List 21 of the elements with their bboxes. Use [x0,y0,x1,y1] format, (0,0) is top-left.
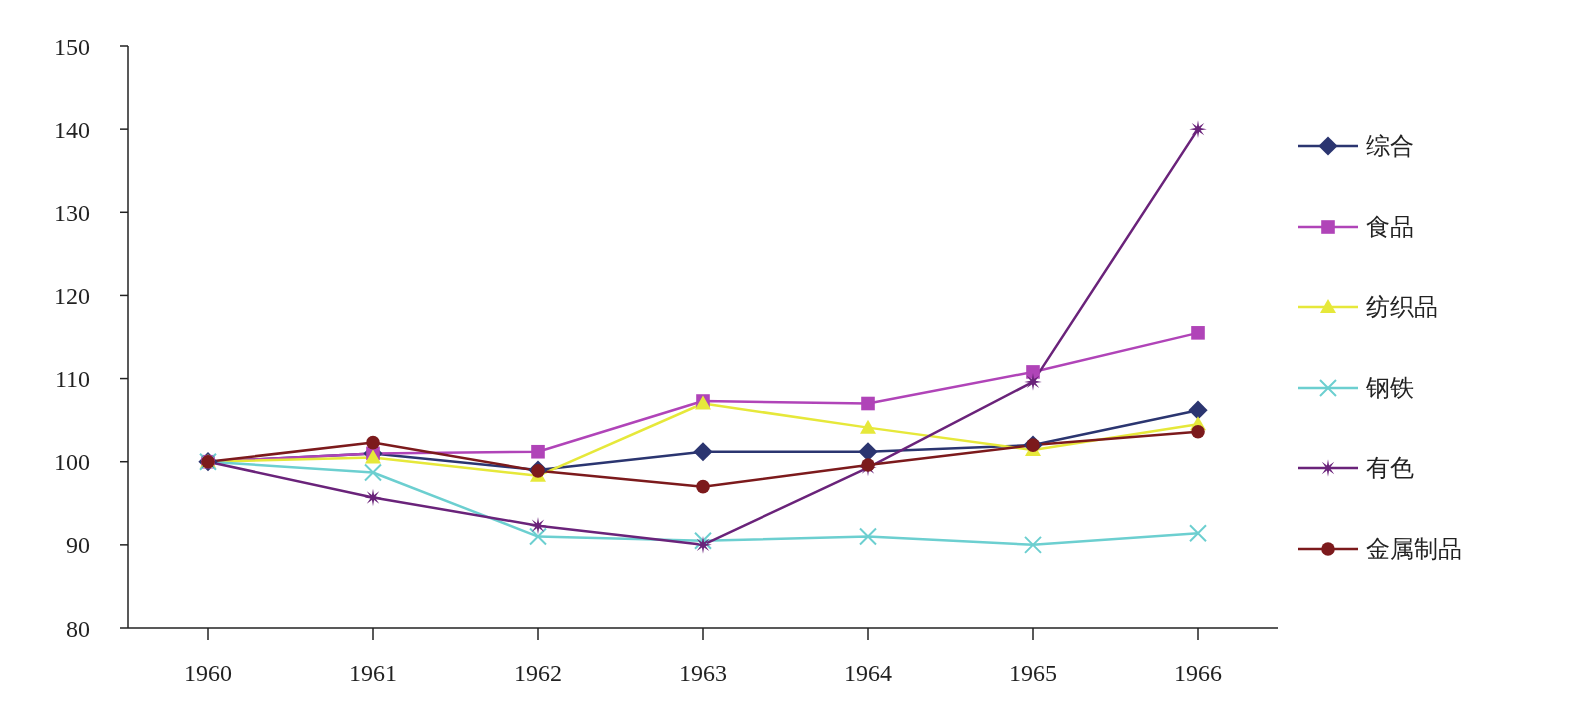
x-tick-label: 1963 [679,660,727,687]
y-tick-label: 130 [54,199,90,226]
legend-label: 食品 [1366,211,1414,243]
y-tick-label: 120 [54,282,90,309]
x-tick-label: 1966 [1174,660,1222,687]
y-tick-label: 150 [54,33,90,60]
x-tick-label: 1964 [844,660,892,687]
y-tick-label: 140 [54,116,90,143]
legend-label: 有色 [1366,453,1414,485]
legend-label: 钢铁 [1366,372,1414,404]
y-tick-label: 110 [54,366,90,393]
legend-label: 纺织品 [1366,292,1438,324]
x-tick-label: 1961 [349,660,397,687]
x-tick-label: 1960 [184,660,232,687]
x-tick-label: 1965 [1009,660,1057,687]
y-tick-label: 80 [66,615,90,642]
legend-label: 金属制品 [1366,533,1462,565]
legend-label: 综合 [1366,131,1414,163]
x-tick-label: 1962 [514,660,562,687]
y-tick-label: 100 [54,449,90,476]
y-tick-label: 90 [66,532,90,559]
